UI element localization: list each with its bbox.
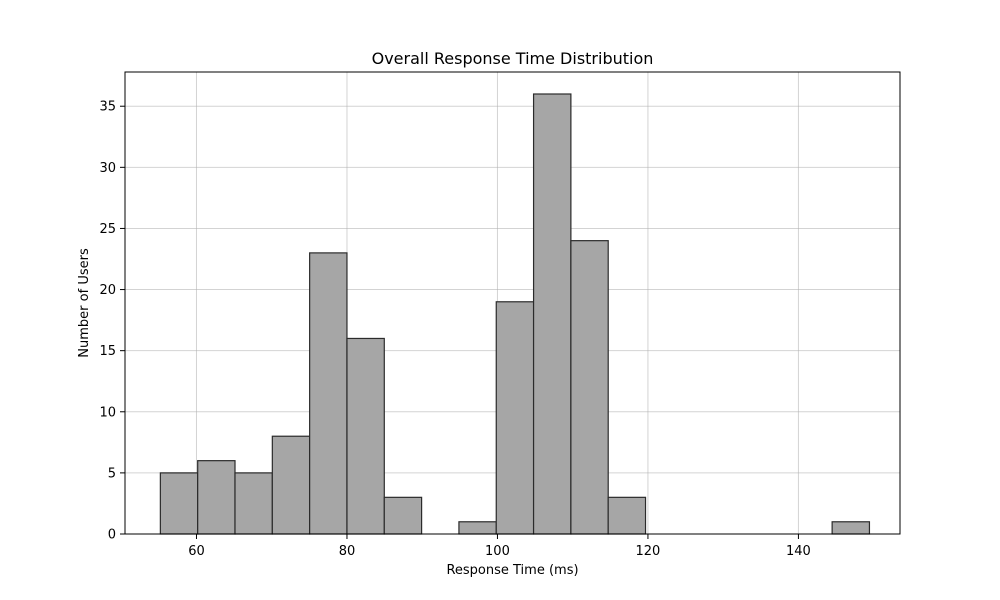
x-tick-label-1: 80 <box>339 544 356 559</box>
bars-layer <box>159 93 871 535</box>
histogram-bar-9 <box>495 301 535 535</box>
x-axis-label: Response Time (ms) <box>446 563 578 578</box>
y-tick-label-5: 25 <box>99 222 116 237</box>
y-tick-label-7: 35 <box>99 100 116 115</box>
ticks-layer: 60 80 100 120 140 0 5 10 15 20 25 30 35 <box>99 100 810 559</box>
histogram-bar-1 <box>197 460 236 535</box>
histogram-bar-0 <box>159 472 199 535</box>
y-tick-label-4: 20 <box>99 283 116 298</box>
y-tick-label-0: 0 <box>108 528 116 543</box>
histogram-bar-10 <box>532 93 572 535</box>
histogram-bar-8 <box>458 521 497 535</box>
y-axis-label: Number of Users <box>77 248 92 358</box>
histogram-bar-3 <box>271 435 311 535</box>
x-tick-label-0: 60 <box>188 544 205 559</box>
y-tick-label-1: 5 <box>108 466 116 481</box>
y-tick-label-2: 10 <box>99 405 116 420</box>
histogram-bar-6 <box>383 496 423 535</box>
y-tick-label-3: 15 <box>99 344 116 359</box>
plot-frame <box>124 71 901 535</box>
histogram-bar-18 <box>831 521 871 535</box>
histogram-bar-2 <box>234 472 273 535</box>
histogram-bar-4 <box>309 252 348 535</box>
y-tick-label-6: 30 <box>99 161 116 176</box>
x-tick-label-3: 120 <box>636 544 661 559</box>
chart-title: Overall Response Time Distribution <box>372 49 654 68</box>
x-tick-label-4: 140 <box>786 544 811 559</box>
histogram-bar-11 <box>570 240 609 535</box>
x-tick-label-2: 100 <box>485 544 510 559</box>
histogram-bar-5 <box>346 337 385 535</box>
histogram-bar-12 <box>607 496 647 535</box>
